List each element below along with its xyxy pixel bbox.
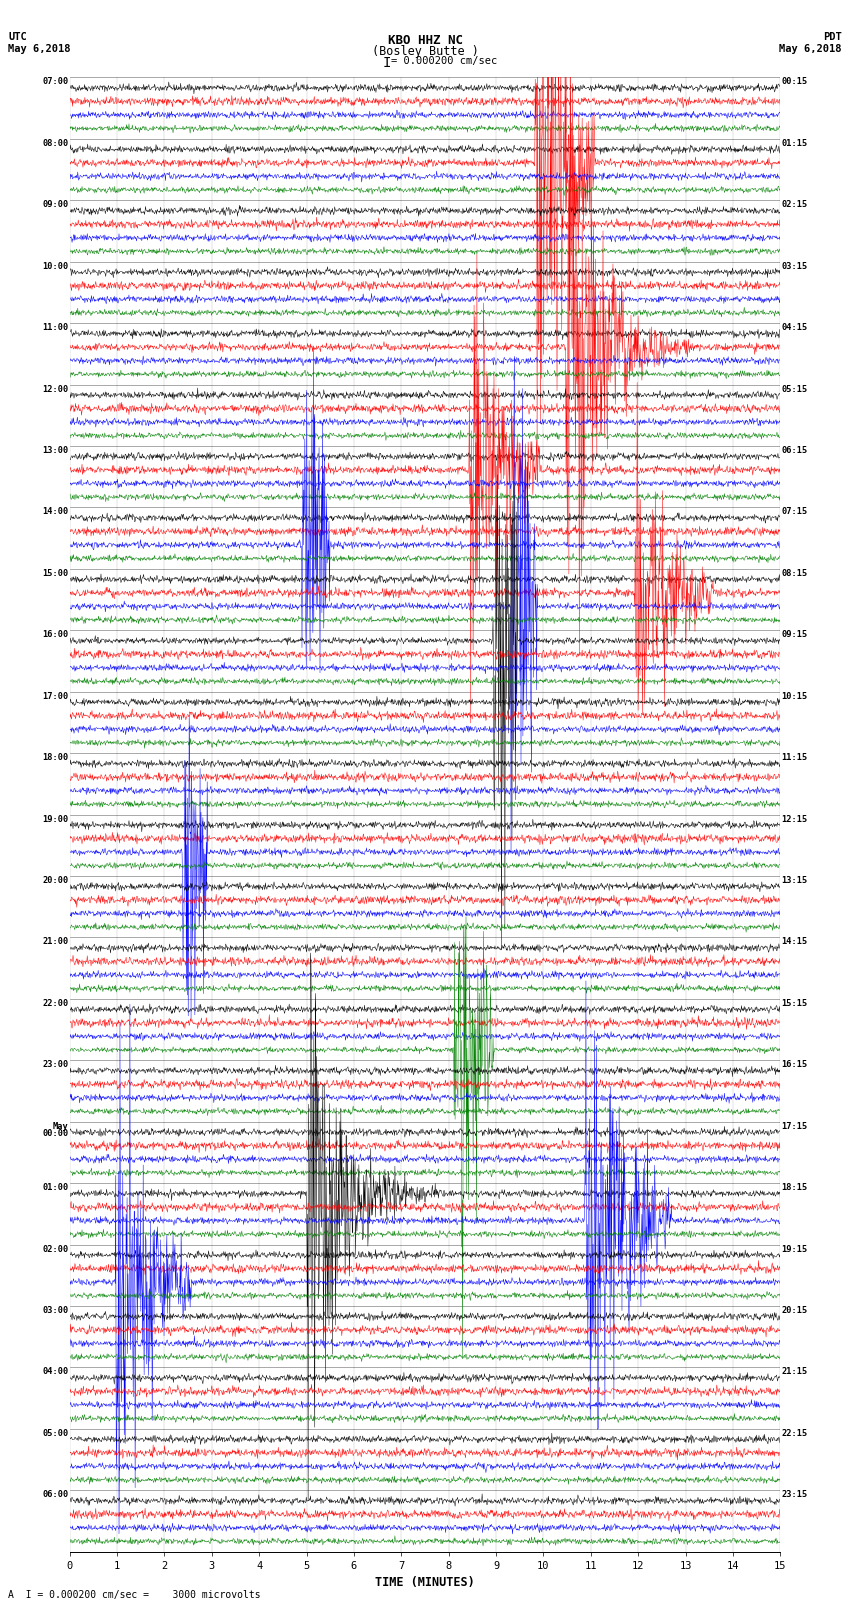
Text: 22:00: 22:00 xyxy=(42,998,68,1008)
Text: 23:00: 23:00 xyxy=(42,1060,68,1069)
Text: 19:00: 19:00 xyxy=(42,815,68,824)
Text: 01:00: 01:00 xyxy=(42,1184,68,1192)
Text: 08:00: 08:00 xyxy=(42,139,68,148)
Text: 04:15: 04:15 xyxy=(782,323,808,332)
Text: 10:15: 10:15 xyxy=(782,692,808,700)
Text: 16:15: 16:15 xyxy=(782,1060,808,1069)
Text: 17:15: 17:15 xyxy=(782,1121,808,1131)
Text: 23:15: 23:15 xyxy=(782,1490,808,1498)
Text: 05:00: 05:00 xyxy=(42,1429,68,1437)
Text: 06:15: 06:15 xyxy=(782,447,808,455)
Text: May 6,2018: May 6,2018 xyxy=(779,44,842,53)
Text: 10:00: 10:00 xyxy=(42,261,68,271)
Text: May: May xyxy=(53,1121,68,1131)
Text: 04:00: 04:00 xyxy=(42,1368,68,1376)
Text: 21:00: 21:00 xyxy=(42,937,68,947)
Text: A  I = 0.000200 cm/sec =    3000 microvolts: A I = 0.000200 cm/sec = 3000 microvolts xyxy=(8,1590,261,1600)
Text: 18:15: 18:15 xyxy=(782,1184,808,1192)
Text: (Bosley Butte ): (Bosley Butte ) xyxy=(371,45,479,58)
Text: = 0.000200 cm/sec: = 0.000200 cm/sec xyxy=(391,56,497,66)
Text: 17:00: 17:00 xyxy=(42,692,68,700)
Text: 20:15: 20:15 xyxy=(782,1307,808,1315)
Text: 11:00: 11:00 xyxy=(42,323,68,332)
Text: 12:15: 12:15 xyxy=(782,815,808,824)
Text: UTC: UTC xyxy=(8,32,27,42)
Text: 01:15: 01:15 xyxy=(782,139,808,148)
X-axis label: TIME (MINUTES): TIME (MINUTES) xyxy=(375,1576,475,1589)
Text: 07:00: 07:00 xyxy=(42,77,68,87)
Text: 00:15: 00:15 xyxy=(782,77,808,87)
Text: 05:15: 05:15 xyxy=(782,384,808,394)
Text: 08:15: 08:15 xyxy=(782,569,808,577)
Text: 22:15: 22:15 xyxy=(782,1429,808,1437)
Text: 06:00: 06:00 xyxy=(42,1490,68,1498)
Text: 14:15: 14:15 xyxy=(782,937,808,947)
Text: 03:15: 03:15 xyxy=(782,261,808,271)
Text: 21:15: 21:15 xyxy=(782,1368,808,1376)
Text: 02:15: 02:15 xyxy=(782,200,808,210)
Text: 19:15: 19:15 xyxy=(782,1245,808,1253)
Text: 14:00: 14:00 xyxy=(42,508,68,516)
Text: 18:00: 18:00 xyxy=(42,753,68,761)
Text: 09:00: 09:00 xyxy=(42,200,68,210)
Text: 20:00: 20:00 xyxy=(42,876,68,886)
Text: 09:15: 09:15 xyxy=(782,631,808,639)
Text: 12:00: 12:00 xyxy=(42,384,68,394)
Text: 16:00: 16:00 xyxy=(42,631,68,639)
Text: 11:15: 11:15 xyxy=(782,753,808,761)
Text: 07:15: 07:15 xyxy=(782,508,808,516)
Text: 02:00: 02:00 xyxy=(42,1245,68,1253)
Text: 15:15: 15:15 xyxy=(782,998,808,1008)
Text: PDT: PDT xyxy=(823,32,842,42)
Text: 03:00: 03:00 xyxy=(42,1307,68,1315)
Text: KBO HHZ NC: KBO HHZ NC xyxy=(388,34,462,47)
Text: 15:00: 15:00 xyxy=(42,569,68,577)
Text: 13:00: 13:00 xyxy=(42,447,68,455)
Text: I: I xyxy=(382,56,391,71)
Text: 00:00: 00:00 xyxy=(42,1129,68,1139)
Text: 13:15: 13:15 xyxy=(782,876,808,886)
Text: May 6,2018: May 6,2018 xyxy=(8,44,71,53)
